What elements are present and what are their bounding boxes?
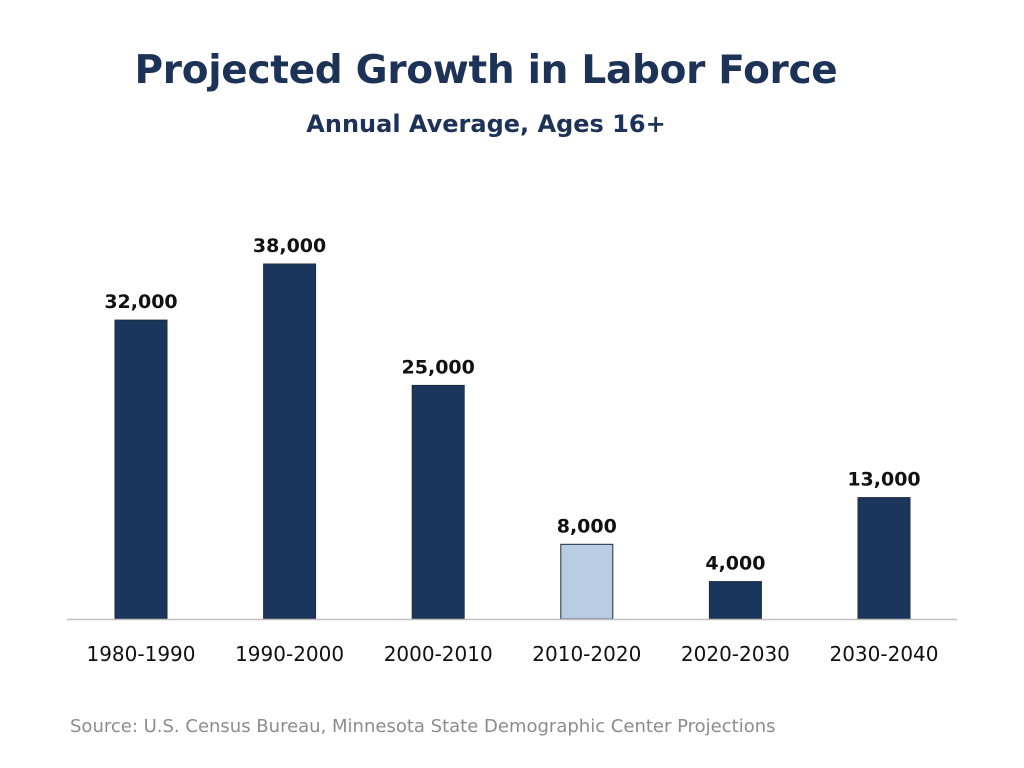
source-note: Source: U.S. Census Bureau, Minnesota St…	[70, 716, 776, 737]
data-label: 13,000	[847, 469, 920, 491]
data-label: 4,000	[705, 553, 765, 575]
chart-subtitle: Annual Average, Ages 16+	[306, 110, 666, 138]
x-tick-label: 2020-2030	[681, 642, 790, 666]
data-label: 25,000	[402, 356, 475, 378]
data-label: 32,000	[104, 291, 177, 313]
data-label: 38,000	[253, 235, 326, 257]
bar-2000-2010	[411, 384, 465, 620]
bar-1990-2000	[263, 263, 317, 620]
x-tick-label: 2010-2020	[532, 642, 641, 666]
bar-2010-2020	[560, 543, 614, 620]
bar-chart: 32,000 1980-1990 38,000 1990-2000 25,000 2000…	[67, 235, 957, 666]
x-tick-label: 1990-2000	[235, 642, 344, 666]
x-tick-label: 2030-2040	[829, 642, 938, 666]
bar-2020-2030	[708, 581, 762, 620]
x-tick-label: 1980-1990	[86, 642, 195, 666]
bar-2030-2040	[857, 497, 911, 620]
chart-title: Projected Growth in Labor Force	[134, 48, 838, 93]
bar-1980-1990	[114, 319, 168, 620]
data-label: 8,000	[557, 515, 617, 537]
x-tick-label: 2000-2010	[384, 642, 493, 666]
